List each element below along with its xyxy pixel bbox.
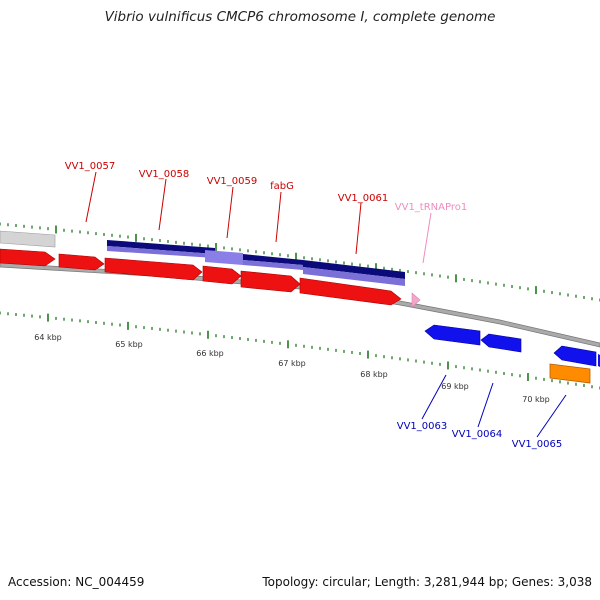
orange-feature (549, 363, 591, 384)
gene-labels: VV1_0057 VV1_0058 VV1_0059 fabG VV1_0061… (65, 161, 563, 450)
map-title: Vibrio vulnificus CMCP6 chromosome I, co… (104, 9, 496, 25)
kbp-label: 68 kbp (360, 370, 388, 379)
leader-line (536, 394, 567, 438)
leader-line (226, 186, 234, 239)
topology-text: Topology: circular; Length: 3,281,944 bp… (262, 575, 592, 589)
backbone-strand (0, 262, 600, 348)
leader-line (85, 171, 97, 223)
cds-bar-light-3 (243, 260, 303, 270)
cds-bar-light-1 (107, 246, 215, 258)
kbp-labels: 64 kbp 65 kbp 66 kbp 67 kbp 68 kbp 69 kb… (34, 333, 550, 404)
accession-text: Accession: NC_004459 (8, 575, 145, 589)
kbp-label: 69 kbp (441, 382, 469, 391)
reverse-genes (424, 324, 600, 367)
gene-label-vv1-0058[interactable]: VV1_0058 (139, 169, 190, 180)
kbp-label: 70 kbp (522, 395, 550, 404)
gene-label-vv1-0065[interactable]: VV1_0065 (512, 439, 563, 450)
gene-label-trnapro1[interactable]: VV1_tRNAPro1 (395, 202, 467, 213)
cds-bar-light-4 (303, 267, 405, 286)
gene-label-vv1-0064[interactable]: VV1_0064 (452, 429, 503, 440)
trna-feature (411, 292, 421, 308)
gene-arrow-forward (240, 270, 301, 293)
leader-line (421, 374, 447, 420)
gene-grey-block (0, 230, 56, 248)
cds-bar-dark-2 (243, 254, 303, 265)
gene-arrow-reverse (553, 345, 597, 367)
kbp-label: 64 kbp (34, 333, 62, 342)
kbp-label: 67 kbp (278, 359, 306, 368)
gene-label-vv1-0059[interactable]: VV1_0059 (207, 176, 258, 187)
gene-arrow-forward (202, 265, 242, 285)
gene-label-vv1-0063[interactable]: VV1_0063 (397, 421, 448, 432)
cds-bar-light-2 (205, 250, 243, 265)
gene-arrow-forward (58, 253, 105, 271)
cds-bar-dark-3 (303, 260, 405, 279)
leader-line (158, 178, 167, 231)
leader-line (477, 382, 494, 428)
gene-arrow-forward (0, 248, 56, 267)
gene-label-vv1-0061[interactable]: VV1_0061 (338, 193, 389, 204)
leader-line (422, 212, 432, 264)
kbp-label: 66 kbp (196, 349, 224, 358)
leader-line (275, 191, 282, 243)
gene-arrow-reverse (480, 333, 522, 353)
gene-arrow-forward (299, 277, 402, 306)
label-leaders (85, 171, 567, 438)
kbp-label: 65 kbp (115, 340, 143, 349)
tick-marks (0, 222, 600, 390)
gene-arrow-reverse (424, 324, 481, 346)
gene-label-vv1-0057[interactable]: VV1_0057 (65, 161, 116, 172)
gene-arrow-forward (104, 257, 203, 281)
cds-bar-dark-1 (107, 240, 215, 254)
gene-label-fabg[interactable]: fabG (270, 181, 294, 192)
forward-genes (0, 248, 402, 306)
leader-line (355, 202, 362, 255)
cds-bars (107, 240, 405, 286)
